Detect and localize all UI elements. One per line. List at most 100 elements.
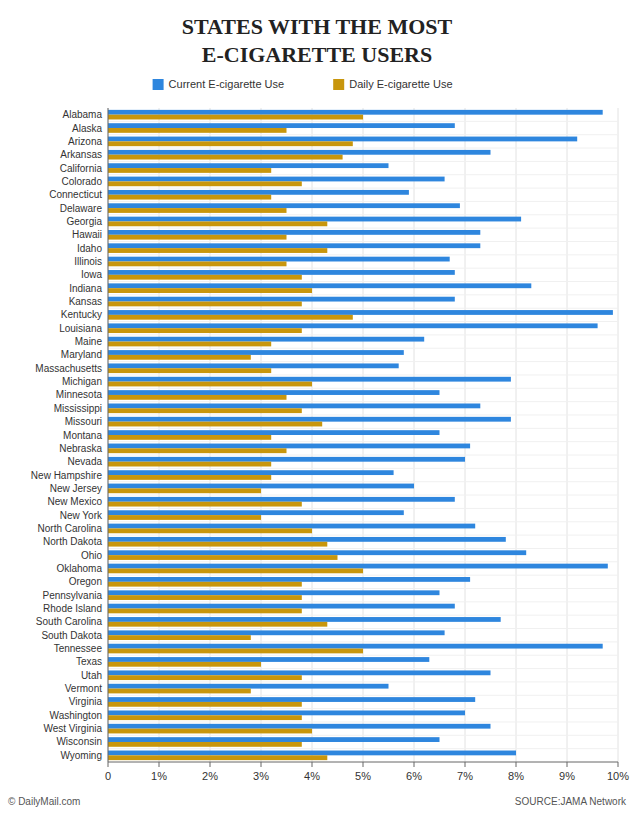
category-label: New Jersey <box>50 483 102 494</box>
row-separator <box>108 748 618 749</box>
row-separator <box>108 214 618 215</box>
annotation: © DailyMail.com <box>8 796 80 807</box>
bar <box>108 248 327 253</box>
bar <box>108 635 251 640</box>
category-label: New York <box>60 510 103 521</box>
bar <box>108 115 363 120</box>
bar <box>108 323 598 328</box>
grid-line <box>567 108 568 762</box>
category-label: Michigan <box>62 376 102 387</box>
tick-label: 5% <box>355 770 371 782</box>
category-label: Virginia <box>69 696 103 707</box>
bar <box>108 729 312 734</box>
row-separator <box>108 721 618 722</box>
row-separator <box>108 588 618 589</box>
category-label: Connecticut <box>49 189 102 200</box>
bar <box>108 657 429 662</box>
bar <box>108 315 353 320</box>
bar <box>108 630 445 635</box>
row-separator <box>108 294 618 295</box>
bar <box>108 684 389 689</box>
bar <box>108 755 327 760</box>
legend-swatch <box>153 79 164 90</box>
bar <box>108 702 302 707</box>
row-separators <box>108 121 618 748</box>
row-separator <box>108 401 618 402</box>
grid-line <box>516 108 517 762</box>
tick-label: 9% <box>559 770 575 782</box>
category-label: Nevada <box>68 456 103 467</box>
bar <box>108 528 312 533</box>
category-label: Texas <box>76 656 102 667</box>
tick-mark <box>312 762 313 767</box>
bar <box>108 404 480 409</box>
bar <box>108 355 251 360</box>
bar <box>108 515 261 520</box>
bar <box>108 502 302 507</box>
row-separator <box>108 695 618 696</box>
row-separator <box>108 495 618 496</box>
bar <box>108 288 312 293</box>
category-label: Kentucky <box>61 309 102 320</box>
bar <box>108 689 251 694</box>
category-label: California <box>60 163 103 174</box>
bar <box>108 155 343 160</box>
category-label: Arizona <box>68 136 102 147</box>
bar <box>108 208 287 213</box>
bars <box>108 110 613 760</box>
tick-mark <box>261 762 262 767</box>
category-label: Arkansas <box>60 149 102 160</box>
bar <box>108 737 440 742</box>
bar <box>108 649 363 654</box>
bar <box>108 742 302 747</box>
category-label: Minnesota <box>56 389 103 400</box>
row-separator <box>108 735 618 736</box>
bar <box>108 595 302 600</box>
bar <box>108 363 399 368</box>
bar <box>108 395 287 400</box>
category-label: South Carolina <box>36 616 103 627</box>
bar <box>108 342 271 347</box>
category-label: Maine <box>75 336 103 347</box>
category-label: Rhode Island <box>43 603 102 614</box>
row-separator <box>108 334 618 335</box>
chart: STATES WITH THE MOSTE-CIGARETTE USERSCur… <box>0 0 634 817</box>
bar <box>108 270 455 275</box>
tick-mark <box>108 762 109 767</box>
bar <box>108 221 327 226</box>
bar <box>108 302 302 307</box>
category-label: Pennsylvania <box>43 590 103 601</box>
bar <box>108 261 287 266</box>
row-separator <box>108 655 618 656</box>
category-label: Alabama <box>63 109 103 120</box>
row-separator <box>108 174 618 175</box>
category-label: Oregon <box>69 576 102 587</box>
row-separator <box>108 241 618 242</box>
subtitle: E-CIGARETTE USERS <box>202 42 432 67</box>
row-separator <box>108 428 618 429</box>
bar <box>108 350 404 355</box>
tick-label: 7% <box>457 770 473 782</box>
row-separator <box>108 414 618 415</box>
y-axis-line <box>108 108 109 762</box>
tick-label: 3% <box>253 770 269 782</box>
bar <box>108 243 480 248</box>
bar <box>108 675 302 680</box>
bar <box>108 582 302 587</box>
bar <box>108 275 302 280</box>
bar <box>108 422 322 427</box>
row-separator <box>108 321 618 322</box>
tick-label: 10% <box>607 770 629 782</box>
bar <box>108 604 455 609</box>
category-label: New Hampshire <box>31 470 103 481</box>
bar <box>108 497 455 502</box>
row-separator <box>108 201 618 202</box>
bar <box>108 230 480 235</box>
bar <box>108 310 613 315</box>
category-label: North Carolina <box>38 523 103 534</box>
bar <box>108 555 338 560</box>
category-label: Colorado <box>61 176 102 187</box>
category-label: North Dakota <box>43 536 102 547</box>
bar <box>108 203 460 208</box>
tick-mark <box>210 762 211 767</box>
